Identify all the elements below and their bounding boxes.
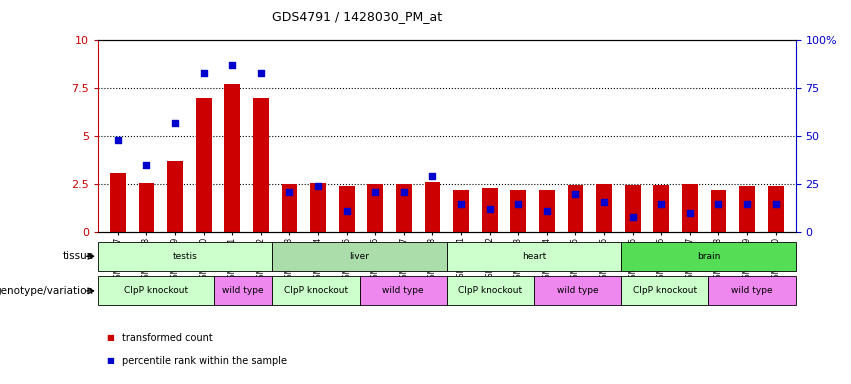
Bar bbox=[539, 190, 555, 232]
Point bbox=[597, 199, 611, 205]
Text: testis: testis bbox=[173, 252, 197, 261]
Text: liver: liver bbox=[350, 252, 369, 261]
Text: genotype/variation: genotype/variation bbox=[0, 286, 94, 296]
Bar bbox=[682, 184, 698, 232]
Bar bbox=[447, 276, 534, 305]
Bar bbox=[272, 276, 360, 305]
Point bbox=[625, 214, 639, 220]
Bar bbox=[511, 190, 526, 232]
Bar bbox=[98, 276, 214, 305]
Bar bbox=[311, 184, 326, 232]
Point bbox=[768, 200, 782, 207]
Point bbox=[111, 137, 125, 143]
Bar bbox=[625, 185, 641, 232]
Bar bbox=[425, 182, 440, 232]
Text: percentile rank within the sample: percentile rank within the sample bbox=[122, 356, 287, 366]
Text: GDS4791 / 1428030_PM_at: GDS4791 / 1428030_PM_at bbox=[272, 10, 443, 23]
Point bbox=[311, 183, 325, 189]
Point bbox=[511, 200, 525, 207]
Point bbox=[654, 200, 668, 207]
Bar bbox=[272, 242, 447, 271]
Point bbox=[683, 210, 697, 216]
Bar bbox=[110, 173, 126, 232]
Text: wild type: wild type bbox=[222, 286, 264, 295]
Text: ClpP knockout: ClpP knockout bbox=[284, 286, 348, 295]
Bar bbox=[454, 190, 469, 232]
Bar bbox=[740, 186, 755, 232]
Bar bbox=[654, 185, 669, 232]
Point bbox=[483, 206, 496, 212]
Text: ClpP knockout: ClpP knockout bbox=[633, 286, 697, 295]
Bar bbox=[396, 184, 412, 232]
Bar bbox=[368, 184, 383, 232]
Point bbox=[368, 189, 382, 195]
Point bbox=[711, 200, 725, 207]
Text: ClpP knockout: ClpP knockout bbox=[459, 286, 523, 295]
Text: ■: ■ bbox=[106, 356, 114, 366]
Text: ■: ■ bbox=[106, 333, 114, 343]
Point bbox=[568, 191, 582, 197]
Bar bbox=[447, 242, 621, 271]
Point bbox=[397, 189, 411, 195]
Bar bbox=[139, 184, 154, 232]
Bar bbox=[196, 98, 212, 232]
Bar bbox=[621, 242, 796, 271]
Point bbox=[226, 62, 239, 68]
Bar bbox=[711, 190, 727, 232]
Bar bbox=[597, 184, 612, 232]
Bar bbox=[98, 242, 272, 271]
Bar bbox=[214, 276, 272, 305]
Text: wild type: wild type bbox=[557, 286, 598, 295]
Point bbox=[426, 173, 439, 179]
Text: wild type: wild type bbox=[731, 286, 773, 295]
Text: transformed count: transformed count bbox=[122, 333, 213, 343]
Text: heart: heart bbox=[522, 252, 546, 261]
Point bbox=[540, 208, 554, 214]
Bar bbox=[768, 186, 784, 232]
Bar bbox=[225, 84, 240, 232]
Point bbox=[454, 200, 468, 207]
Bar bbox=[568, 185, 583, 232]
Text: wild type: wild type bbox=[382, 286, 424, 295]
Bar bbox=[482, 188, 498, 232]
Point bbox=[340, 208, 353, 214]
Bar bbox=[167, 161, 183, 232]
Point bbox=[197, 70, 210, 76]
Bar bbox=[621, 276, 708, 305]
Point bbox=[283, 189, 296, 195]
Bar bbox=[709, 276, 796, 305]
Bar bbox=[534, 276, 621, 305]
Text: tissue: tissue bbox=[62, 251, 94, 262]
Point bbox=[168, 120, 182, 126]
Bar bbox=[253, 98, 269, 232]
Text: brain: brain bbox=[697, 252, 720, 261]
Point bbox=[140, 162, 153, 168]
Point bbox=[254, 70, 268, 76]
Bar bbox=[282, 184, 297, 232]
Text: ClpP knockout: ClpP knockout bbox=[124, 286, 188, 295]
Point bbox=[740, 200, 754, 207]
Bar bbox=[359, 276, 447, 305]
Bar bbox=[339, 186, 355, 232]
